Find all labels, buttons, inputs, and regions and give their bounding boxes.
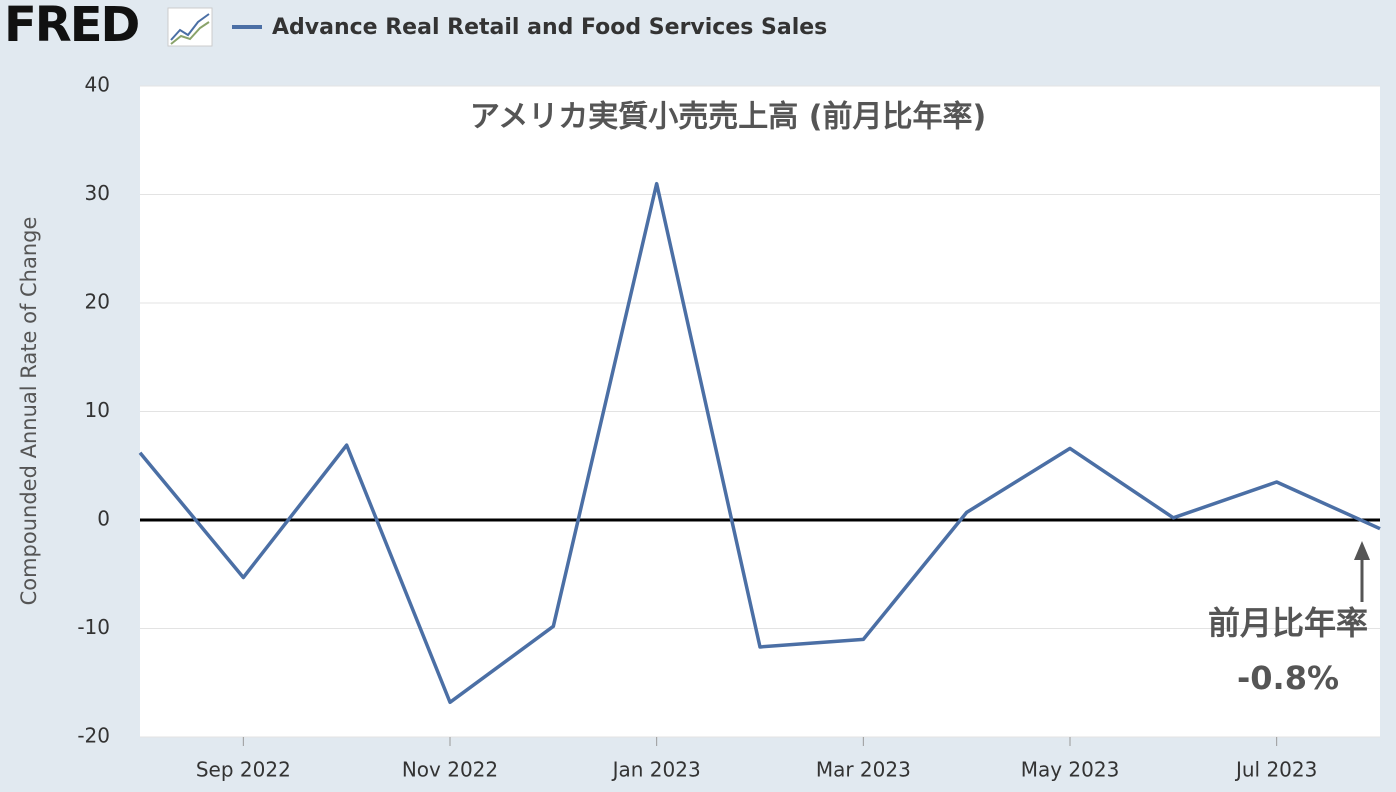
legend-label[interactable]: Advance Real Retail and Food Services Sa… bbox=[272, 15, 827, 40]
x-tick-label: Sep 2022 bbox=[196, 758, 291, 782]
x-tick-label: Mar 2023 bbox=[816, 758, 911, 782]
y-tick-label: 0 bbox=[97, 507, 110, 531]
x-tick-label: Nov 2022 bbox=[402, 758, 498, 782]
y-tick-label: 40 bbox=[85, 73, 110, 97]
annotation-arrow bbox=[1354, 541, 1370, 602]
annotation: -0.8% bbox=[1237, 659, 1339, 697]
y-tick-label: 20 bbox=[85, 290, 110, 314]
logo: FRED bbox=[4, 0, 139, 53]
annotation: 前月比年率 bbox=[1208, 604, 1368, 642]
y-tick-label: -20 bbox=[77, 724, 110, 748]
y-axis-label: Compounded Annual Rate of Change bbox=[17, 217, 41, 606]
y-tick-label: -10 bbox=[77, 615, 110, 639]
series-line bbox=[138, 181, 1381, 705]
logo-icon bbox=[167, 7, 213, 47]
y-tick-label: 10 bbox=[85, 398, 110, 422]
chart-title: アメリカ実質小売売上高 (前月比年率) bbox=[470, 100, 986, 135]
x-tick-label: Jan 2023 bbox=[611, 758, 701, 782]
x-tick-label: Jul 2023 bbox=[1234, 758, 1317, 782]
x-tick-label: May 2023 bbox=[1021, 758, 1120, 782]
y-tick-label: 30 bbox=[85, 181, 110, 205]
